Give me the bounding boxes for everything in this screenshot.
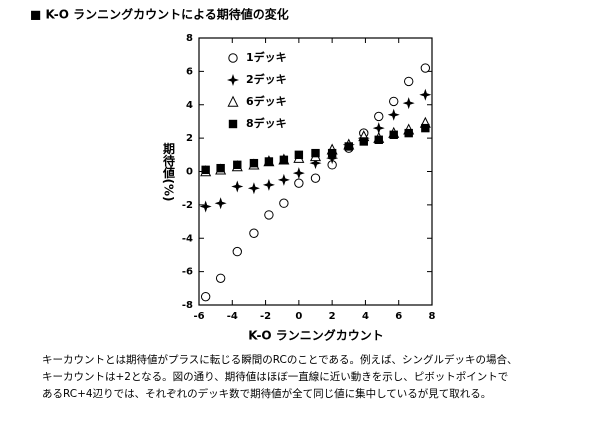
point — [389, 96, 399, 107]
point — [372, 122, 385, 135]
x-tick-label: 6 — [395, 311, 402, 322]
point — [311, 148, 320, 158]
point — [404, 128, 413, 138]
point — [201, 165, 210, 175]
point — [292, 167, 305, 180]
x-tick-label: -2 — [260, 311, 271, 322]
point — [419, 88, 432, 101]
point — [404, 76, 414, 87]
caption-line: キーカウントは+2となる。図の通り、期待値はほぼ一直線に近い動きを示し、ピボット… — [42, 370, 508, 383]
point — [309, 157, 322, 170]
point — [200, 291, 211, 302]
point — [247, 182, 260, 195]
point — [277, 173, 290, 186]
legend-label: 1デッキ — [246, 50, 287, 64]
point — [421, 123, 430, 133]
point — [327, 148, 337, 158]
point — [389, 130, 398, 139]
point — [264, 157, 274, 166]
y-tick-label: 2 — [186, 133, 193, 144]
y-axis-label: 期待値(%) — [162, 141, 176, 201]
x-tick-label: 8 — [429, 311, 436, 322]
point — [402, 97, 415, 110]
legend-marker — [228, 53, 238, 63]
point — [231, 180, 244, 193]
point — [232, 246, 242, 257]
x-axis-label: K-O ランニングカウント — [248, 328, 384, 343]
x-tick-label: 0 — [295, 311, 302, 322]
y-tick-label: -2 — [182, 200, 193, 211]
point — [374, 111, 384, 122]
point — [387, 108, 400, 121]
point — [279, 198, 289, 208]
x-tick-label: 4 — [362, 311, 369, 322]
legend-marker — [227, 74, 239, 86]
legend-label: 6デッキ — [246, 94, 287, 108]
point — [249, 158, 259, 168]
point — [374, 135, 383, 144]
chart-title: ■ K-O ランニングカウントによる期待値の変化 — [30, 7, 289, 22]
point — [310, 173, 321, 183]
y-tick-label: 6 — [186, 66, 193, 77]
point — [294, 150, 304, 160]
x-tick-label: 2 — [329, 311, 336, 322]
point — [344, 142, 353, 151]
y-tick-label: -6 — [182, 267, 193, 278]
legend-label: 8デッキ — [246, 116, 287, 130]
legend-label: 2デッキ — [246, 72, 287, 86]
legend-marker — [227, 95, 239, 107]
point — [233, 160, 242, 170]
y-tick-label: -8 — [182, 300, 193, 311]
y-tick-label: -4 — [182, 233, 193, 244]
x-tick-label: -4 — [227, 311, 238, 322]
point — [294, 178, 304, 188]
caption-line: あるRC+4辺りでは、それぞれのデッキ数で期待値が全て同じ値に集中しているが見て… — [42, 387, 491, 400]
point — [216, 163, 225, 173]
point — [326, 152, 339, 165]
point — [215, 273, 226, 283]
point — [279, 155, 289, 165]
caption-line: キーカウントとは期待値がプラスに転じる瞬間のRCのことである。例えば、シングルデ… — [42, 353, 517, 366]
point — [359, 137, 368, 146]
point — [420, 63, 431, 73]
point — [214, 197, 227, 210]
point — [264, 210, 274, 220]
y-tick-label: 0 — [186, 167, 193, 178]
y-tick-label: 4 — [186, 100, 193, 111]
legend-marker — [228, 119, 238, 129]
point — [199, 200, 212, 213]
point — [249, 228, 259, 238]
point — [262, 178, 275, 191]
y-tick-label: 8 — [186, 33, 193, 44]
x-tick-label: -6 — [193, 311, 204, 322]
